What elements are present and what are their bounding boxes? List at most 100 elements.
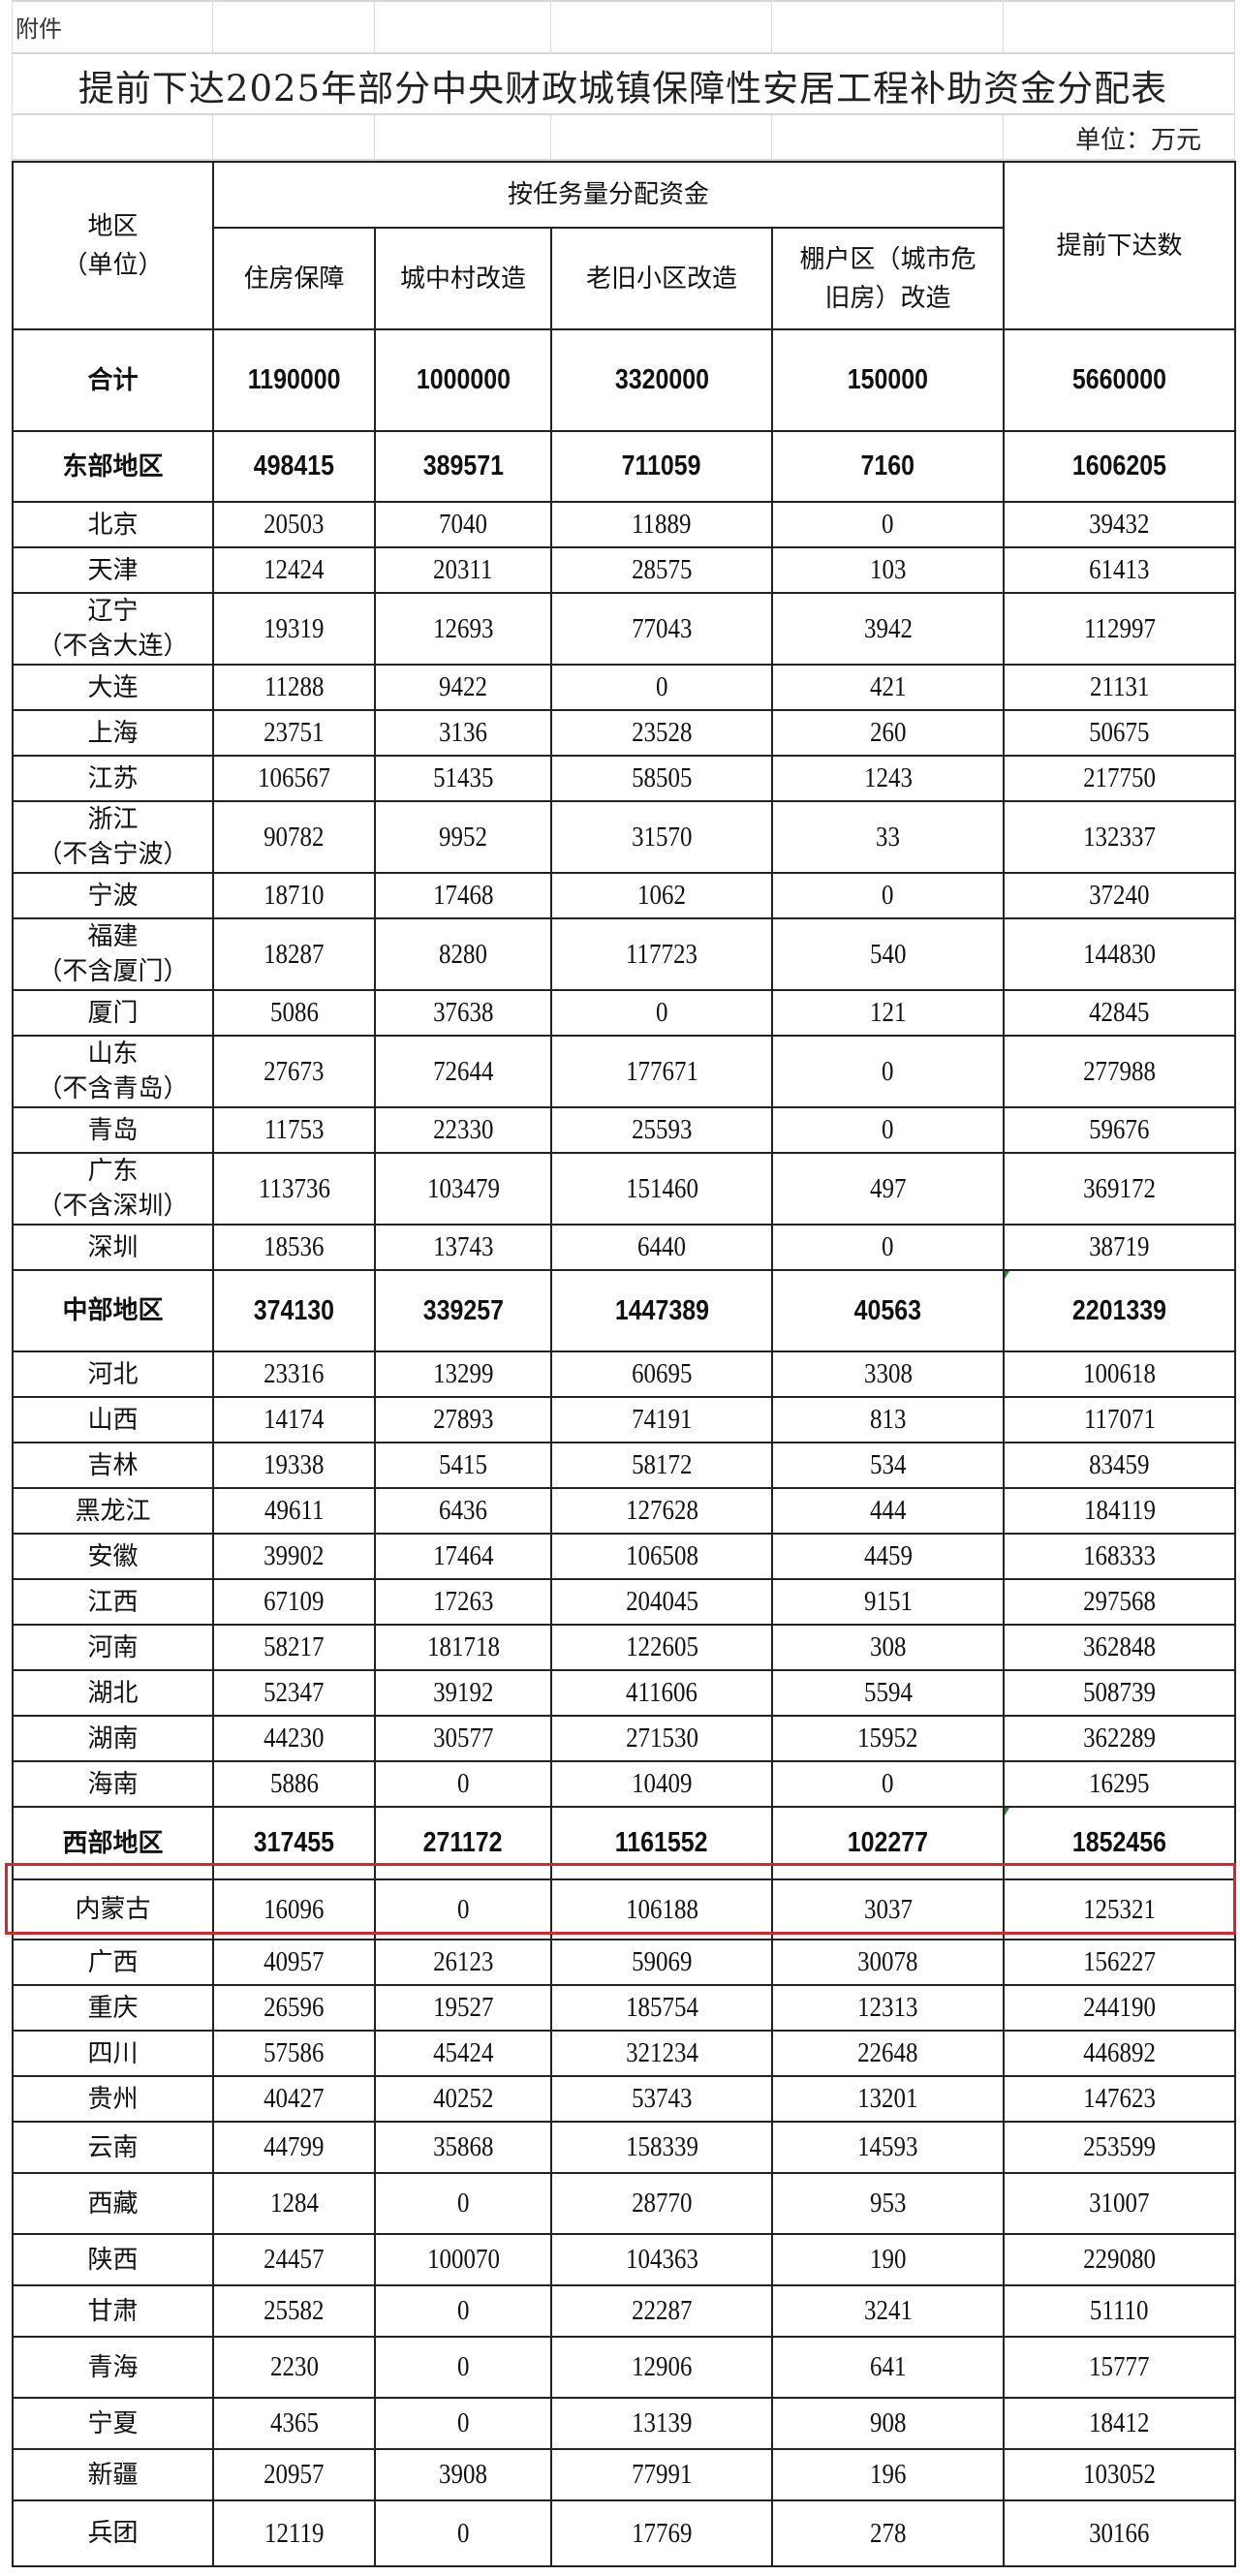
value: 813 — [869, 1404, 907, 1435]
table-row: 河南 58217 181718 122605 308 362848 — [12, 1624, 1237, 1671]
value: 1606205 — [1071, 450, 1167, 481]
value: 27893 — [432, 1404, 494, 1435]
value: 17468 — [432, 880, 494, 911]
value-cell: 125321 — [1003, 1878, 1237, 1940]
value: 13743 — [432, 1231, 494, 1262]
value-cell: 49611 — [212, 1487, 376, 1535]
region-name: 深圳 — [12, 1224, 214, 1271]
region-name: 厦门 — [12, 989, 214, 1037]
value: 3241 — [863, 2295, 913, 2326]
value-cell: 3942 — [770, 592, 1006, 666]
value-cell: 38719 — [1003, 1224, 1237, 1271]
value-cell: 2201339 — [1003, 1269, 1237, 1352]
value-cell: 106508 — [550, 1533, 773, 1580]
value: 4365 — [269, 2407, 319, 2438]
value-cell: 103 — [770, 546, 1006, 594]
value-cell: 100070 — [374, 2233, 552, 2286]
value-cell: 13201 — [770, 2075, 1006, 2123]
value-cell: 51110 — [1003, 2284, 1237, 2338]
value-cell: 12906 — [550, 2336, 773, 2399]
region-name: 内蒙古 — [12, 1878, 214, 1940]
value-cell: 168333 — [1003, 1533, 1237, 1580]
value: 37240 — [1089, 880, 1150, 911]
value-cell: 1000000 — [374, 328, 552, 432]
value: 4459 — [863, 1540, 913, 1571]
value: 5886 — [269, 1768, 319, 1799]
value: 369172 — [1083, 1172, 1156, 1204]
value: 641 — [869, 2351, 907, 2382]
value: 8280 — [439, 938, 487, 970]
region-name: 西部地区 — [12, 1806, 214, 1880]
value-cell: 15777 — [1003, 2336, 1237, 2399]
value-cell: 12119 — [212, 2499, 376, 2567]
table-row: 兵团 12119 0 17769 278 30166 — [12, 2499, 1237, 2567]
value: 7040 — [439, 509, 487, 540]
value-cell: 9952 — [374, 800, 552, 874]
value-cell: 711059 — [550, 430, 773, 503]
value: 100618 — [1083, 1358, 1156, 1389]
value: 28575 — [631, 554, 693, 585]
table-row: 四川 57586 45424 321234 22648 446892 — [12, 2030, 1237, 2077]
value-cell: 72644 — [374, 1035, 552, 1108]
value-cell: 6440 — [550, 1224, 773, 1271]
value: 50675 — [1089, 717, 1150, 748]
value: 1062 — [637, 880, 686, 911]
value: 9952 — [439, 821, 487, 853]
value-cell: 5594 — [770, 1669, 1006, 1717]
value-cell: 60695 — [550, 1350, 773, 1398]
value-cell: 127628 — [550, 1487, 773, 1535]
region-name: 宁夏 — [12, 2397, 214, 2450]
value: 3037 — [863, 1893, 913, 1925]
value-cell: 16096 — [212, 1878, 376, 1940]
value-cell: 23528 — [550, 709, 773, 757]
header-urban-village: 城中村改造 — [374, 227, 552, 330]
value-cell: 18412 — [1003, 2397, 1237, 2450]
value-cell: 217750 — [1003, 755, 1237, 802]
value-cell: 58217 — [212, 1624, 376, 1671]
gridline — [771, 0, 772, 54]
value-cell: 0 — [770, 501, 1006, 548]
value-cell: 52347 — [212, 1669, 376, 1717]
value: 278 — [869, 2517, 907, 2549]
value: 28770 — [631, 2188, 693, 2219]
region-name: 大连 — [12, 664, 214, 711]
sheet-row — [12, 0, 1234, 54]
value-cell: 0 — [374, 2336, 552, 2399]
value-cell: 204045 — [550, 1578, 773, 1626]
value: 5660000 — [1071, 364, 1167, 395]
region-name: 天津 — [12, 546, 214, 594]
table-row: 湖北 52347 39192 411606 5594 508739 — [12, 1669, 1237, 1717]
value: 18412 — [1089, 2407, 1150, 2438]
value-cell: 17769 — [550, 2499, 773, 2567]
value-cell: 534 — [770, 1442, 1006, 1489]
value-cell: 253599 — [1003, 2121, 1237, 2174]
value-cell: 369172 — [1003, 1152, 1237, 1226]
region-name: 宁波 — [12, 872, 214, 919]
value-cell: 22330 — [374, 1106, 552, 1154]
value: 103052 — [1083, 2459, 1156, 2490]
region-name: 吉林 — [12, 1442, 214, 1489]
value-cell: 44799 — [212, 2121, 376, 2174]
value: 1284 — [269, 2188, 319, 2219]
region-name: 江西 — [12, 1578, 214, 1626]
value: 0 — [456, 1893, 470, 1925]
table-row: 青岛 11753 22330 25593 0 59676 — [12, 1106, 1237, 1154]
value: 0 — [882, 509, 894, 540]
value-cell: 0 — [770, 1106, 1006, 1154]
value-cell: 106567 — [212, 755, 376, 802]
value: 25593 — [631, 1114, 693, 1145]
value-cell: 0 — [374, 1878, 552, 1940]
value: 18536 — [264, 1231, 325, 1262]
value: 1447389 — [614, 1294, 709, 1326]
value: 23751 — [264, 717, 325, 748]
value: 147623 — [1083, 2083, 1156, 2114]
value: 14174 — [264, 1404, 325, 1435]
value-cell: 113736 — [212, 1152, 376, 1226]
value: 3136 — [439, 717, 487, 748]
value: 5594 — [863, 1677, 913, 1708]
value-cell: 278 — [770, 2499, 1006, 2567]
table-row: 新疆 20957 3908 77991 196 103052 — [12, 2448, 1237, 2501]
value-cell: 20311 — [374, 546, 552, 594]
value: 0 — [655, 671, 668, 702]
region-name: 辽宁 （不含大连） — [12, 592, 214, 666]
